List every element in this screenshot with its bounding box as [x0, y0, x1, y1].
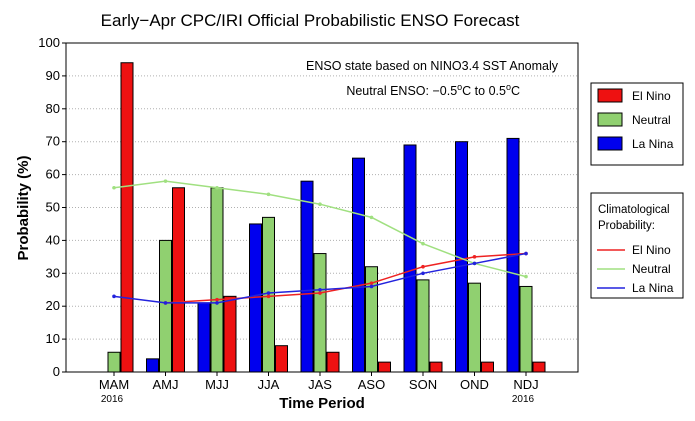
y-tick-label: 0: [53, 364, 60, 379]
bar-neutral: [159, 239, 172, 373]
y-tick-label: 40: [46, 232, 60, 247]
x-tick-label: OND: [460, 377, 489, 392]
bar-el-nino: [223, 295, 237, 373]
legend-swatch: [597, 136, 623, 151]
x-tick-label: NDJ: [513, 377, 538, 392]
climatology-point: [112, 294, 116, 299]
y-tick-label: 60: [46, 167, 60, 182]
legend-label: Neutral: [632, 262, 671, 276]
y-axis-ticks: 0 10 20 30 40 50 60 70 80 90 100: [38, 35, 66, 379]
y-tick-label: 70: [46, 134, 60, 149]
bar-el-nino: [429, 361, 443, 373]
svg-text:Neutral ENSO: −0.5oC to 0.5oC: Neutral ENSO: −0.5oC to 0.5oC: [346, 82, 520, 98]
y-tick-label: 80: [46, 101, 60, 116]
climatology-point: [318, 287, 322, 292]
climatology-point: [266, 291, 271, 295]
x-axis-label: Time Period: [279, 395, 365, 412]
bar-neutral: [107, 351, 121, 373]
legend-label: La Nina: [632, 137, 674, 151]
climatology-point: [472, 255, 477, 259]
x-tick-label: MAM: [99, 377, 129, 392]
climatology-point: [524, 251, 528, 256]
y-tick-label: 90: [46, 68, 60, 83]
legend-swatch: [597, 112, 623, 127]
bar-legend: El Nino Neutral La Nina: [590, 82, 684, 166]
chart-title: Early−Apr CPC/IRI Official Probabilistic…: [101, 11, 520, 30]
legend-swatch: [597, 88, 623, 103]
climatology-point: [163, 301, 168, 305]
climatology-point: [266, 294, 271, 299]
x-tick-label: JAS: [308, 377, 332, 392]
bar-el-nino: [378, 361, 391, 373]
climatology-legend: Climatological Probability: El Nino Neutral…: [590, 192, 684, 299]
climatology-legend-title: Probability:: [598, 220, 655, 232]
x-tick-label: AMJ: [153, 377, 179, 392]
climatology-point: [421, 264, 425, 269]
x-tick-label: MJJ: [205, 377, 229, 392]
climatology-point: [163, 179, 168, 183]
bar-la-nina: [197, 302, 211, 373]
x-tick-label: JJA: [258, 377, 280, 392]
bars: [107, 62, 546, 373]
climatology-point: [524, 274, 528, 279]
y-tick-label: 20: [46, 298, 60, 313]
climatology-point: [112, 185, 116, 190]
legend-label: El Nino: [632, 89, 671, 103]
bar-la-nina: [300, 180, 314, 373]
legend-label: El Nino: [632, 243, 671, 257]
climatology-point: [369, 215, 374, 220]
year-label-first: 2016: [101, 394, 124, 405]
climatology-point: [318, 291, 322, 295]
climatology-lines: [112, 179, 528, 305]
x-tick-label: ASO: [358, 377, 385, 392]
climatology-point: [266, 192, 271, 197]
climatology-point: [369, 281, 374, 285]
climatology-point: [421, 241, 425, 246]
bar-neutral: [519, 285, 533, 373]
y-tick-label: 50: [46, 200, 60, 215]
climatology-legend-title: Climatological: [598, 204, 670, 216]
bar-el-nino: [275, 345, 288, 373]
climatology-point: [215, 297, 219, 302]
bar-el-nino: [172, 187, 185, 373]
climatology-point: [215, 185, 219, 190]
legend-label: Neutral: [632, 113, 671, 127]
bar-neutral: [468, 282, 481, 373]
legend-label: La Nina: [632, 281, 674, 295]
bar-la-nina: [352, 157, 365, 373]
bar-el-nino: [481, 361, 494, 373]
annotation-line-2: Neutral ENSO: −0.5oC to 0.5oC: [346, 82, 520, 98]
x-axis-ticks: MAM AMJ MJJ JJA JAS ASO SON OND NDJ: [99, 372, 539, 392]
climatology-point: [472, 261, 477, 266]
bar-neutral: [313, 253, 327, 373]
bar-la-nina: [146, 358, 159, 373]
y-axis-label: Probability (%): [15, 155, 32, 260]
bar-el-nino: [120, 62, 134, 373]
y-tick-label: 30: [46, 265, 60, 280]
climatology-point: [215, 301, 219, 305]
y-tick-label: 10: [46, 331, 60, 346]
bar-neutral: [416, 279, 430, 373]
y-tick-label: 100: [38, 35, 60, 50]
climatology-legend-box: [590, 192, 684, 299]
bar-el-nino: [326, 351, 340, 373]
x-tick-label: SON: [409, 377, 437, 392]
bar-la-nina: [403, 144, 417, 373]
bar-neutral: [210, 187, 224, 373]
climatology-point: [369, 284, 374, 289]
year-label-last: 2016: [512, 394, 535, 405]
bar-el-nino: [532, 361, 546, 373]
climatology-point: [318, 202, 322, 207]
climatology-point: [421, 271, 425, 276]
annotation-line-1: ENSO state based on NINO3.4 SST Anomaly: [306, 59, 559, 73]
